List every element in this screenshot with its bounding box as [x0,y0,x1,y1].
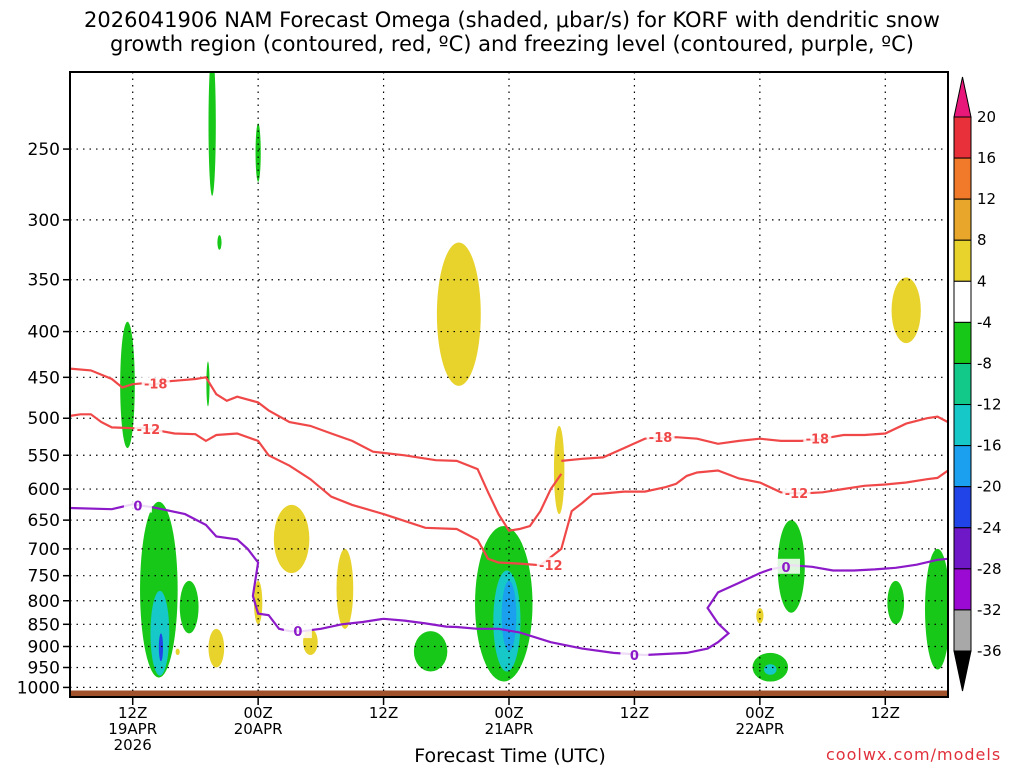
colorbar-label-12: -32 [977,601,1002,619]
omega-region-23 [336,548,354,629]
omega-region-3 [217,235,222,250]
colorbar-label-11: -28 [977,560,1002,578]
x-tick-label-54-0: 12Z [620,704,649,722]
omega-region-12 [925,548,948,670]
x-tick-label-6-0: 12Z [118,704,147,722]
colorbar-swatch-0 [953,116,972,159]
omega-region-11 [887,580,905,625]
colorbar-swatch-7 [953,404,972,447]
x-tick-label-66-0: 00Z [745,704,774,722]
colorbar-label-1: 16 [977,149,996,167]
colorbar-label-4: 4 [977,272,987,290]
colorbar-label-5: -4 [977,313,992,331]
y-tick-label-500: 500 [28,409,60,429]
colorbar-swatch-1 [953,157,972,200]
omega-region-1 [208,72,216,196]
colorbar-label-8: -16 [977,437,1002,455]
contour-label-5: -12 [785,487,809,502]
colorbar-label-2: 12 [977,190,996,208]
colorbar-swatch-2 [953,198,972,241]
y-tick-label-600: 600 [28,480,60,500]
contour-label-1: -18 [649,431,673,446]
omega-region-2 [255,123,261,182]
contour-labels: -18 -18 -18 -12 -12 -12 0 0 0 0 [123,375,832,664]
colorbar-swatch-6 [953,362,972,406]
y-tick-label-350: 350 [28,271,60,291]
x-tick-label-30-0: 12Z [369,704,398,722]
colorbar-label-6: -8 [977,354,992,372]
y-tick-label-550: 550 [28,446,60,466]
y-tick-label-1000: 1000 [17,678,60,698]
y-tick-label-450: 450 [28,368,60,388]
colorbar-swatch-9 [953,486,972,529]
colorbar-bottom-arrow [953,650,972,692]
colorbar-label-3: 8 [977,231,987,249]
contour-label-3: -12 [137,423,161,438]
y-tick-label-900: 900 [28,637,60,657]
contour-line-1 [561,415,948,462]
x-axis-label: Forecast Time (UTC) [414,745,606,767]
omega-region-26 [553,425,565,515]
omega-region-28 [175,648,180,656]
contour-label-9: 0 [781,561,790,576]
chart-title-line-1: 2026041906 NAM Forecast Omega (shaded, μ… [84,8,940,32]
x-tick-label-18-1: 20APR [234,720,283,738]
colorbar-swatch-12 [953,609,972,652]
contour-label-4: -12 [539,559,563,574]
ground-surface [70,690,948,697]
y-tick-label-700: 700 [28,540,60,560]
x-tick-label-78-0: 12Z [871,704,900,722]
credit-text: coolwx.com/models [826,745,1002,764]
colorbar-label-0: 20 [977,108,996,126]
y-tick-label-800: 800 [28,592,60,612]
omega-region-4 [206,361,210,407]
chart-title-line-2: growth region (contoured, red, ºC) and f… [110,32,914,56]
omega-region-21 [273,504,310,574]
colorbar-swatch-11 [953,568,972,611]
omega-region-19 [436,242,481,386]
contour-label-0: -18 [144,377,168,392]
colorbar-label-9: -20 [977,478,1002,496]
contour-label-6: 0 [133,500,142,515]
x-tick-label-42-1: 21APR [485,720,534,738]
y-tick-label-750: 750 [28,567,60,587]
omega-region-14 [501,580,517,651]
omega-region-18 [764,664,777,675]
y-tick-label-300: 300 [28,211,60,231]
omega-region-27 [756,607,764,624]
omega-region-16 [150,590,170,676]
colorbar-label-10: -24 [977,519,1002,537]
omega-region-6 [179,580,199,634]
colorbar-top-arrow [953,76,972,118]
colorbar-swatch-10 [953,527,972,570]
colorbar-label-13: -36 [977,642,1002,660]
y-tick-label-850: 850 [28,615,60,635]
colorbar-swatch-3 [953,239,972,282]
omega-region-17 [158,633,164,662]
x-tick-label-6-1: 19APR [108,720,157,738]
x-tick-label-6-2: 2026 [114,736,152,754]
colorbar-swatch-5 [953,321,972,364]
y-tick-label-250: 250 [28,140,60,160]
y-tick-label-400: 400 [28,323,60,343]
contour-label-8: 0 [630,649,639,664]
x-tick-label-66-1: 22APR [735,720,784,738]
colorbar-label-7: -12 [977,396,1002,414]
colorbar-swatch-4 [953,280,972,323]
y-tick-label-650: 650 [28,511,60,531]
x-tick-label-18-0: 00Z [243,704,272,722]
omega-region-20 [891,277,921,344]
colorbar-swatch-8 [953,445,972,488]
plot-frame [69,71,949,698]
omega-region-8 [413,631,448,672]
contour-label-2: -18 [806,433,830,448]
y-tick-label-950: 950 [28,658,60,678]
omega-region-24 [208,628,225,668]
x-tick-label-42-0: 00Z [494,704,523,722]
contour-label-7: 0 [293,625,302,640]
